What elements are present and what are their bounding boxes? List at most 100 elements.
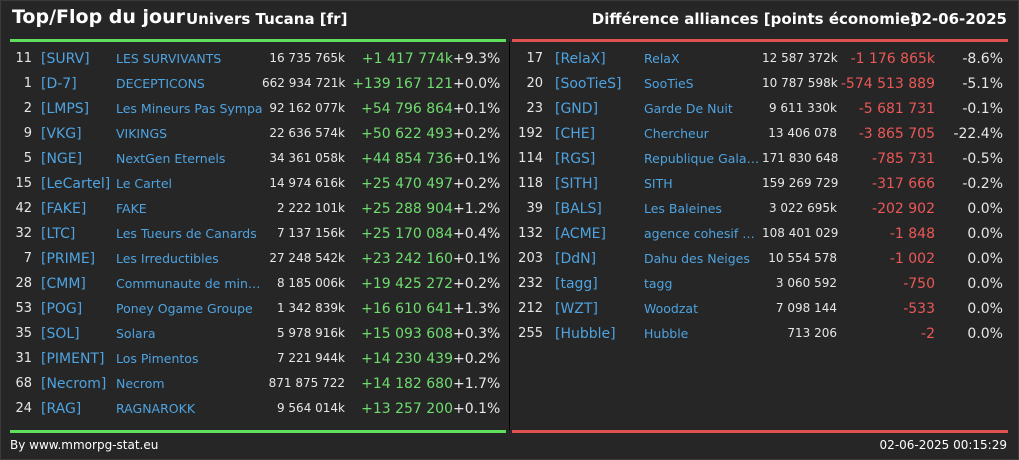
alliance-tag-link[interactable]: [GND] [555, 101, 599, 117]
table-row: 42 [FAKE] FAKE 2 222 101k +25 288 904 +1.2% [0, 197, 509, 222]
alliance-tag-link[interactable]: [Necrom] [41, 376, 107, 392]
alliance-tag-link[interactable]: [RAG] [41, 401, 82, 417]
alliance-tag-link[interactable]: [LeCartel] [41, 176, 111, 192]
alliance-rank: 20 [526, 76, 543, 91]
alliance-rank: 7 [23, 251, 32, 266]
alliance-points: 9 564 014k [276, 401, 345, 415]
alliance-name-link[interactable]: Poney Ogame Groupe [116, 301, 253, 316]
alliance-name-link[interactable]: SITH [644, 176, 673, 191]
alliance-tag-link[interactable]: [POG] [41, 301, 83, 317]
alliance-name-link[interactable]: Woodzat [644, 301, 698, 316]
alliance-name-link[interactable]: SooTieS [644, 76, 694, 91]
alliance-tag-link[interactable]: [PIMENT] [41, 351, 105, 367]
points-difference: +25 470 497 [361, 176, 453, 192]
alliance-points: 871 875 722 [268, 376, 345, 390]
table-row: 20 [SooTieS] SooTieS 10 787 598k -574 513 88… [510, 72, 1019, 97]
table-row: 32 [LTC] Les Tueurs de Canards 7 137 156k +2… [0, 222, 509, 247]
table-row: 23 [GND] Garde De Nuit 9 611 330k -5 681 731… [510, 97, 1019, 122]
alliance-name-link[interactable]: FAKE [116, 201, 147, 216]
alliance-tag-link[interactable]: [CHE] [555, 126, 596, 142]
alliance-name-link[interactable]: Solara [116, 326, 156, 341]
alliance-name-link[interactable]: VIKINGS [116, 126, 168, 141]
alliance-tag-link[interactable]: [ACME] [555, 226, 606, 242]
alliance-tag-link[interactable]: [FAKE] [41, 201, 87, 217]
alliance-tag-link[interactable]: [BALS] [555, 201, 602, 217]
alliance-tag-link[interactable]: [LMPS] [41, 101, 90, 117]
percent-change: +0.1% [453, 251, 501, 267]
alliance-name-link[interactable]: Dahu des Neiges [644, 251, 750, 266]
table-row: 31 [PIMENT] Los Pimentos 7 221 944k +14 230 … [0, 347, 509, 372]
alliance-tag-link[interactable]: [DdN] [555, 251, 597, 267]
alliance-tag-link[interactable]: [VKG] [41, 126, 82, 142]
points-difference: +139 167 121 [352, 76, 453, 92]
alliance-name-link[interactable]: LES SURVIVANTS [116, 51, 222, 66]
alliance-rank: 68 [15, 376, 32, 391]
alliance-rank: 114 [518, 151, 543, 166]
top-panel: 11 [SURV] LES SURVIVANTS 16 735 765k +1 417 … [0, 47, 509, 422]
alliance-name-link[interactable]: Necrom [116, 376, 165, 391]
alliance-name-link[interactable]: NextGen Eternels [116, 151, 226, 166]
alliance-points: 34 361 058k [269, 151, 345, 165]
percent-change: +0.1% [453, 401, 501, 417]
percent-change: +9.3% [453, 51, 501, 67]
alliance-tag-link[interactable]: [Hubble] [555, 326, 616, 342]
alliance-name-link[interactable]: Les Tueurs de Canards [116, 226, 257, 241]
alliance-tag-link[interactable]: [PRIME] [41, 251, 96, 267]
table-row: 1 [D-7] DECEPTICONS 662 934 721k +139 167 12… [0, 72, 509, 97]
alliance-name-link[interactable]: agence cohesif m... [644, 226, 764, 241]
alliance-points: 10 554 578 [768, 251, 837, 265]
points-difference: -1 002 [889, 251, 935, 267]
alliance-rank: 28 [15, 276, 32, 291]
table-row: 232 [tagg] tagg 3 060 592 -750 0.0% [510, 272, 1019, 297]
alliance-name-link[interactable]: DECEPTICONS [116, 76, 205, 91]
alliance-name-link[interactable]: Chercheur [644, 126, 709, 141]
points-difference: -2 [921, 326, 935, 342]
alliance-name-link[interactable]: RelaX [644, 51, 680, 66]
alliance-rank: 11 [15, 51, 32, 66]
table-row: 203 [DdN] Dahu des Neiges 10 554 578 -1 002 0… [510, 247, 1019, 272]
alliance-tag-link[interactable]: [SOL] [41, 326, 80, 342]
alliance-tag-link[interactable]: [LTC] [41, 226, 76, 242]
percent-change: -8.6% [962, 51, 1003, 67]
alliance-tag-link[interactable]: [CMM] [41, 276, 86, 292]
alliance-name-link[interactable]: Republique Galacti... [644, 151, 764, 166]
percent-change: -22.4% [953, 126, 1003, 142]
percent-change: +1.2% [453, 201, 501, 217]
alliance-name-link[interactable]: tagg [644, 276, 673, 291]
alliance-tag-link[interactable]: [NGE] [41, 151, 83, 167]
top-accent-bar [10, 39, 506, 42]
alliance-name-link[interactable]: Les Irreductibles [116, 251, 219, 266]
percent-change: -0.2% [962, 176, 1003, 192]
alliance-tag-link[interactable]: [D-7] [41, 76, 77, 92]
alliance-tag-link[interactable]: [SURV] [41, 51, 90, 67]
alliance-name-link[interactable]: Le Cartel [116, 176, 172, 191]
alliance-points: 12 587 372k [762, 51, 838, 65]
points-difference: -3 865 705 [858, 126, 935, 142]
alliance-name-link[interactable]: RAGNAROKK [116, 401, 196, 416]
percent-change: -0.1% [962, 101, 1003, 117]
flop-panel: 17 [RelaX] RelaX 12 587 372k -1 176 865k -8.6… [510, 47, 1019, 347]
alliance-tag-link[interactable]: [SITH] [555, 176, 599, 192]
alliance-name-link[interactable]: Les Baleines [644, 201, 722, 216]
points-difference: -202 902 [872, 201, 935, 217]
table-row: 24 [RAG] RAGNAROKK 9 564 014k +13 257 200 +0.… [0, 397, 509, 422]
alliance-points: 13 406 078 [768, 126, 837, 140]
alliance-points: 2 222 101k [276, 201, 345, 215]
alliance-tag-link[interactable]: [RGS] [555, 151, 596, 167]
alliance-tag-link[interactable]: [tagg] [555, 276, 598, 292]
alliance-tag-link[interactable]: [RelaX] [555, 51, 606, 67]
points-difference: +25 288 904 [361, 201, 453, 217]
alliance-tag-link[interactable]: [WZT] [555, 301, 598, 317]
alliance-points: 662 934 721k [262, 76, 346, 90]
page-title: Top/Flop du jour [12, 6, 185, 28]
alliance-name-link[interactable]: Communaute de mineurs [116, 276, 266, 291]
percent-change: 0.0% [967, 326, 1003, 342]
alliance-name-link[interactable]: Les Mineurs Pas Sympa [116, 101, 263, 116]
table-row: 35 [SOL] Solara 5 978 916k +15 093 608 +0.3% [0, 322, 509, 347]
alliance-rank: 232 [518, 276, 543, 291]
alliance-name-link[interactable]: Garde De Nuit [644, 101, 733, 116]
alliance-name-link[interactable]: Hubble [644, 326, 689, 341]
alliance-points: 713 206 [787, 326, 837, 340]
alliance-tag-link[interactable]: [SooTieS] [555, 76, 622, 92]
alliance-name-link[interactable]: Los Pimentos [116, 351, 199, 366]
